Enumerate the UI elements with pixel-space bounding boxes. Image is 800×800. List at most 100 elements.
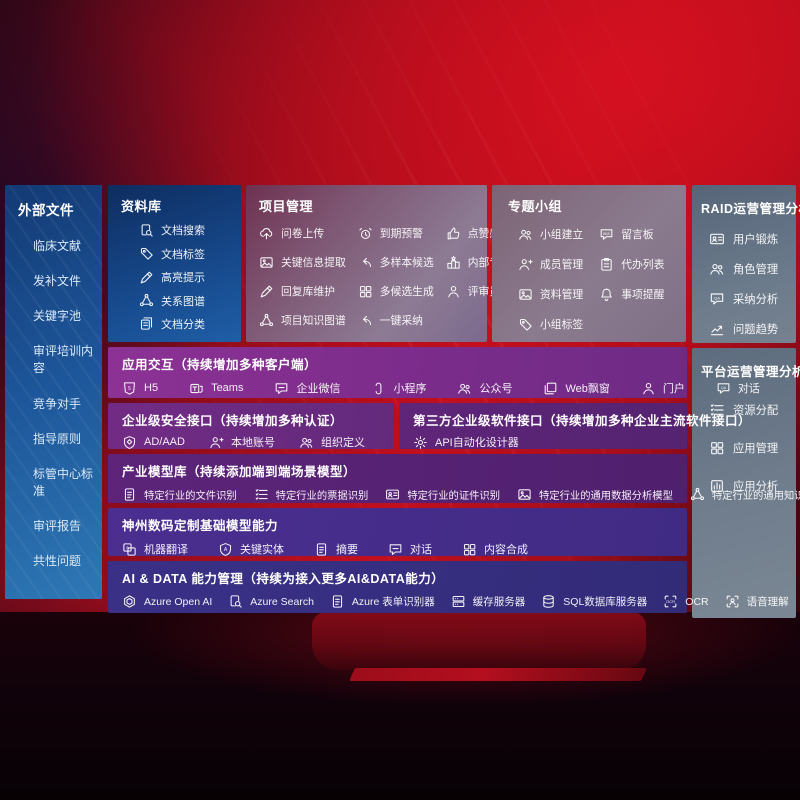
industry-model-library-row: 产业模型库（持续添加端到端场景模型） 特定行业的文件识别 特定行业的票据识别 特定行… [108,454,800,503]
doc-search-icon [139,223,154,238]
feature-item: 应用管理 [701,440,796,456]
project-column-2: 到期预警 多样本候选 多候选生成 一键采纳 [358,225,434,328]
bbs-icon [599,227,614,242]
feature-item: Azure Open AI [122,594,212,609]
feature-item: 到期预警 [358,225,434,241]
feature-item: 文档标签 [121,246,241,262]
id-card-icon [385,487,400,502]
qa-icon [709,291,725,307]
feature-item: 门户 [641,380,685,396]
feature-item: 对话 [716,380,760,396]
feature-item: 特定行业的通用数据分析模型 [517,487,673,502]
feature-item: 问题趋势 [701,321,796,337]
aidata-items: Azure Open AI Azure Search Azure 表单识别器 缓存服务… [122,594,789,609]
row-title: 神州数码定制基础模型能力 [122,519,279,533]
person-plus-icon [209,435,224,450]
feature-label: 小组建立 [540,229,584,241]
feature-item: 特定行业的票据识别 [254,487,368,502]
cloud-up-icon [259,226,274,241]
trend-icon [709,321,725,337]
graph-icon [690,487,705,502]
feature-label: 采纳分析 [733,294,779,306]
feature-label: OCR [685,595,709,608]
row-title: 第三方企业级软件接口（持续增加多种企业主流软件接口） [413,414,752,428]
feature-item: AD/AAD [122,435,185,450]
feature-label: 成员管理 [540,259,584,271]
project-management-panel: 项目管理 问卷上传 关键信息提取 回复库维护 项目知识图谱 到期预警 多样本候选 多候选生… [246,185,533,342]
feature-label: 文档搜索 [161,225,205,238]
feature-label: Web飘窗 [565,383,610,395]
feature-item: Azure Search [228,594,314,609]
feature-item: H5 [122,381,158,396]
foundation-items: 机器翻译 关键实体 摘要 对话 内容合成 [122,541,673,557]
feature-item: 高亮提示 [121,269,241,285]
sidebar-item-label: 关键字池 [33,309,82,324]
form-icon [330,594,345,609]
feature-item: 小组建立 [518,226,583,242]
feature-label: Teams [211,382,244,394]
person-icon [446,284,461,299]
sidebar-item-label: 临床文献 [33,239,82,254]
feature-item: OCR [663,594,709,609]
feature-label: 应用分析 [733,481,779,493]
feature-label: Azure 表单识别器 [351,596,435,608]
grid-icon [358,284,373,299]
feature-label: 项目知识图谱 [281,315,346,327]
person-plus-icon [518,257,533,272]
feature-label: 高亮提示 [161,272,205,285]
feature-label: 特定行业的通用知识图谱模型 [711,491,800,502]
gear-icon [413,435,428,450]
sidebar-item: 标管中心标准 [5,465,102,499]
image-icon [259,255,274,270]
feature-item: 一键采纳 [358,312,434,328]
feature-label: 特定行业的通用数据分析模型 [539,491,673,502]
feature-label: 问卷上传 [281,228,325,240]
panel-title: 外部文件 [18,203,74,218]
repository-panel: 资料库 文档搜索 文档标签 高亮提示 关系图谱 文档分类 [108,185,241,342]
feature-item: 关系图谱 [121,293,241,309]
tag-icon [139,246,154,261]
feature-item: 问卷上传 [259,225,346,241]
platform-ops-analysis-panel: 平台运营管理分析 资源分配应用管理应用分析 [692,348,800,618]
thirdparty-items: API自动化设计器 [413,434,673,450]
feature-item: 内容合成 [462,541,528,557]
feature-label: 企业微信 [296,383,341,395]
feature-item: 关键信息提取 [259,254,346,270]
feature-label: 文档标签 [161,248,205,261]
feature-label: 公众号 [479,383,513,395]
feature-label: 语音理解 [746,596,789,608]
enterprise-security-row: 企业级安全接口（持续增加多种认证） AD/AAD 本地账号 组织定义 [108,403,394,449]
people-icon [518,227,533,242]
sidebar-item-label: 竞争对手 [33,396,82,411]
panel-title: 平台运营管理分析 [701,365,800,379]
feature-label: 机器翻译 [144,544,188,556]
shield-icon [122,435,137,450]
models-items: 特定行业的文件识别 特定行业的票据识别 特定行业的证件识别 特定行业的通用数据分析模型… [122,487,800,502]
feature-label: 对话 [737,383,760,395]
panel-title: 资料库 [121,199,162,214]
feature-label: 事项提醒 [621,289,665,301]
feature-item: Teams [189,381,243,396]
feature-item: SQL数据库服务器 [541,594,647,609]
feature-item: 组织定义 [299,434,365,450]
feature-item: 多样本候选 [358,254,434,270]
qa-icon [716,381,731,396]
feature-label: 缓存服务器 [472,596,526,608]
row-title: AI & DATA 能力管理（持续为接入更多AI&DATA能力） [122,572,445,586]
sidebar-item: 临床文献 [5,237,102,254]
reply-icon [358,313,373,328]
feature-label: 资源分配 [733,405,779,417]
groups-column-2: 留言板 代办列表 事项提醒 [599,226,664,332]
laptop-base-highlight [349,668,647,681]
feature-label: 角色管理 [733,264,779,276]
grid-icon [462,542,477,557]
feature-label: 本地账号 [230,437,275,449]
feature-label: 摘要 [336,544,358,556]
feature-item: 关键实体 [218,541,284,557]
feature-item: 企业微信 [274,380,340,396]
feature-label: 应用管理 [733,443,779,455]
foundation-model-row: 神州数码定制基础模型能力 机器翻译 关键实体 摘要 对话 内容合成 [108,508,687,556]
platform-list: 平台运营管理分析 资源分配应用管理应用分析 [692,348,800,494]
feature-label: 资料管理 [540,289,584,301]
